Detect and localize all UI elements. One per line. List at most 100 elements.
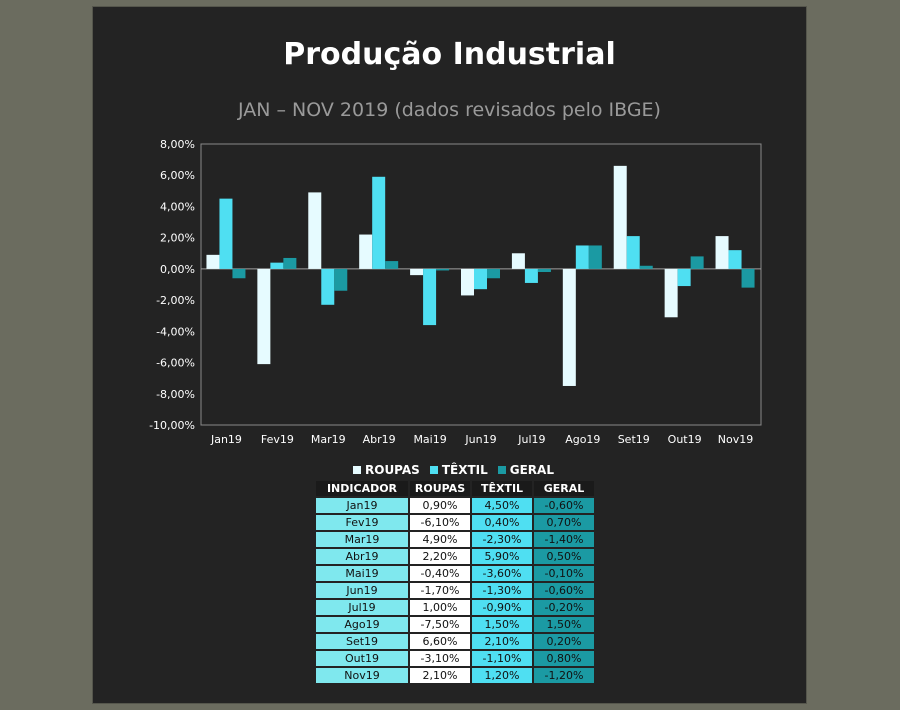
bar-geral-jan19 <box>232 268 246 279</box>
table-cell-roupas: 4,90% <box>410 532 470 547</box>
y-tick-label: 4,00% <box>160 200 195 213</box>
table-cell-roupas: 2,20% <box>410 549 470 564</box>
table-row: Fev19 -6,10% 0,40% 0,70% <box>316 515 594 530</box>
bar-geral-jun19 <box>487 268 500 279</box>
y-tick-label: -10,00% <box>149 419 195 432</box>
table-cell-textil: 0,40% <box>472 515 532 530</box>
data-table: INDICADOR ROUPAS TÊXTIL GERAL Jan19 0,90%… <box>314 479 596 685</box>
bar-textil-mar19 <box>321 268 335 305</box>
table-cell-textil: 1,20% <box>472 668 532 683</box>
table-cell-roupas: -1,70% <box>410 583 470 598</box>
x-tick-label: Out19 <box>668 433 702 446</box>
table-body: Jan19 0,90% 4,50% -0,60% Fev19 -6,10% 0,40% 0,7… <box>316 498 594 683</box>
legend-label-textil: TÊXTIL <box>441 463 488 477</box>
table-header-roupas: ROUPAS <box>410 481 470 496</box>
chart-legend: ROUPAS TÊXTIL GERAL <box>353 463 554 477</box>
bar-roupas-nov19 <box>715 236 729 269</box>
table-cell-textil: 1,50% <box>472 617 532 632</box>
table-cell-geral: 0,20% <box>534 634 594 649</box>
table-cell-roupas: -3,10% <box>410 651 470 666</box>
table-cell-geral: 0,50% <box>534 549 594 564</box>
table-row: Mai19 -0,40% -3,60% -0,10% <box>316 566 594 581</box>
table-cell-roupas: -6,10% <box>410 515 470 530</box>
x-tick-label: Mai19 <box>413 433 446 446</box>
plot-area <box>200 143 762 426</box>
table-cell-textil: -1,30% <box>472 583 532 598</box>
y-tick-label: -6,00% <box>156 357 195 370</box>
table-row: Jul19 1,00% -0,90% -0,20% <box>316 600 594 615</box>
y-tick-label: 0,00% <box>160 263 195 276</box>
bar-roupas-fev19 <box>257 268 271 365</box>
table-cell-indicador: Jul19 <box>316 600 408 615</box>
table-cell-textil: -0,90% <box>472 600 532 615</box>
bar-roupas-out19 <box>664 268 678 318</box>
legend-swatch-roupas <box>353 466 361 474</box>
table-cell-roupas: -0,40% <box>410 566 470 581</box>
table-row: Jan19 0,90% 4,50% -0,60% <box>316 498 594 513</box>
table-cell-indicador: Mar19 <box>316 532 408 547</box>
legend-label-roupas: ROUPAS <box>365 463 420 477</box>
x-tick-label: Jun19 <box>464 433 496 446</box>
table-cell-roupas: 2,10% <box>410 668 470 683</box>
table-cell-geral: 1,50% <box>534 617 594 632</box>
table-cell-indicador: Fev19 <box>316 515 408 530</box>
table-row: Set19 6,60% 2,10% 0,20% <box>316 634 594 649</box>
bar-geral-abr19 <box>385 261 399 269</box>
table-row: Ago19 -7,50% 1,50% 1,50% <box>316 617 594 632</box>
table-row: Out19 -3,10% -1,10% 0,80% <box>316 651 594 666</box>
table-row: Mar19 4,90% -2,30% -1,40% <box>316 532 594 547</box>
table-header-row: INDICADOR ROUPAS TÊXTIL GERAL <box>316 481 594 496</box>
bar-textil-jan19 <box>219 198 233 269</box>
x-tick-label: Nov19 <box>718 433 753 446</box>
x-tick-label: Abr19 <box>363 433 396 446</box>
legend-swatch-textil <box>429 466 438 474</box>
bar-textil-mai19 <box>423 268 437 326</box>
table-cell-geral: -0,10% <box>534 566 594 581</box>
chart-title: Produção Industrial <box>283 37 616 72</box>
bar-roupas-jul19 <box>511 253 525 269</box>
table-cell-geral: 0,70% <box>534 515 594 530</box>
table-cell-indicador: Jan19 <box>316 498 408 513</box>
bar-roupas-set19 <box>613 165 627 269</box>
y-tick-label: 8,00% <box>160 138 195 151</box>
bar-geral-jul19 <box>537 268 551 273</box>
table-cell-roupas: 1,00% <box>410 600 470 615</box>
legend-item-geral: GERAL <box>497 463 554 477</box>
table-header-textil: TÊXTIL <box>472 481 532 496</box>
table-cell-textil: 5,90% <box>472 549 532 564</box>
bar-geral-fev19 <box>283 257 297 269</box>
bar-textil-ago19 <box>575 245 589 269</box>
bar-geral-nov19 <box>741 268 755 288</box>
legend-item-roupas: ROUPAS <box>353 463 420 477</box>
table-cell-roupas: 6,60% <box>410 634 470 649</box>
table-cell-indicador: Mai19 <box>316 566 408 581</box>
table-cell-textil: -2,30% <box>472 532 532 547</box>
bar-geral-out19 <box>690 256 704 269</box>
table-cell-indicador: Abr19 <box>316 549 408 564</box>
table-cell-geral: -0,60% <box>534 498 594 513</box>
bar-geral-set19 <box>639 265 653 269</box>
bar-textil-out19 <box>677 268 691 287</box>
legend-label-geral: GERAL <box>509 463 554 477</box>
table-cell-indicador: Ago19 <box>316 617 408 632</box>
bar-geral-mar19 <box>334 268 348 291</box>
bar-textil-nov19 <box>728 250 742 269</box>
y-tick-label: 6,00% <box>160 169 195 182</box>
table-cell-indicador: Jun19 <box>316 583 408 598</box>
bar-roupas-ago19 <box>562 268 576 386</box>
bar-textil-abr19 <box>372 176 386 269</box>
table-cell-textil: -3,60% <box>472 566 532 581</box>
x-tick-label: Mar19 <box>311 433 346 446</box>
bar-roupas-mai19 <box>410 268 424 276</box>
bar-roupas-jun19 <box>461 268 474 296</box>
bar-roupas-mar19 <box>308 192 322 269</box>
x-tick-label: Ago19 <box>565 433 600 446</box>
table-cell-geral: 0,80% <box>534 651 594 666</box>
bar-textil-set19 <box>626 236 640 269</box>
table-cell-textil: 2,10% <box>472 634 532 649</box>
table-row: Jun19 -1,70% -1,30% -0,60% <box>316 583 594 598</box>
bar-textil-jul19 <box>524 268 538 283</box>
bar-textil-fev19 <box>270 262 284 269</box>
table-cell-roupas: 0,90% <box>410 498 470 513</box>
table-cell-indicador: Set19 <box>316 634 408 649</box>
